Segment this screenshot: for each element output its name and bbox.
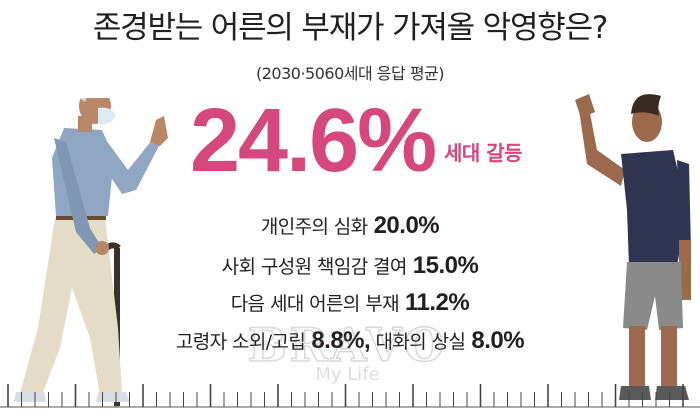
item-separator: , — [364, 327, 371, 354]
item-label: 대화의 상실 — [375, 331, 466, 353]
item-row-3: 다음 세대 어른의 부재 11.2% — [160, 289, 540, 317]
young-man-illustration — [575, 94, 691, 400]
item-row-2: 사회 구성원 책임감 결여 15.0% — [160, 252, 540, 280]
hero-value: 24.6% — [190, 91, 437, 191]
item-label: 고령자 소외/고립 — [175, 331, 306, 353]
item-value: 15.0% — [412, 252, 479, 279]
item-row-4: 고령자 소외/고립 8.8%, 대화의 상실 8.0% — [100, 327, 600, 355]
hero-label: 세대 갈등 — [444, 141, 523, 165]
item-label: 다음 세대 어른의 부재 — [230, 293, 400, 315]
item-row-1: 개인주의 심화 20.0% — [200, 212, 500, 240]
ruler-decoration — [0, 384, 700, 408]
chart-subtitle: (2030·5060세대 응답 평균) — [256, 64, 445, 83]
item-value: 8.8% — [311, 327, 365, 354]
item-label: 개인주의 심화 — [260, 216, 368, 238]
item-value: 11.2% — [405, 289, 470, 316]
item-value: 8.0% — [471, 327, 525, 354]
chart-title: 존경받는 어른의 부재가 가져올 악영향은? — [92, 10, 609, 46]
elderly-man-illustration — [14, 98, 168, 406]
item-value: 20.0% — [373, 212, 440, 239]
item-label: 사회 구성원 책임감 결여 — [221, 256, 408, 278]
